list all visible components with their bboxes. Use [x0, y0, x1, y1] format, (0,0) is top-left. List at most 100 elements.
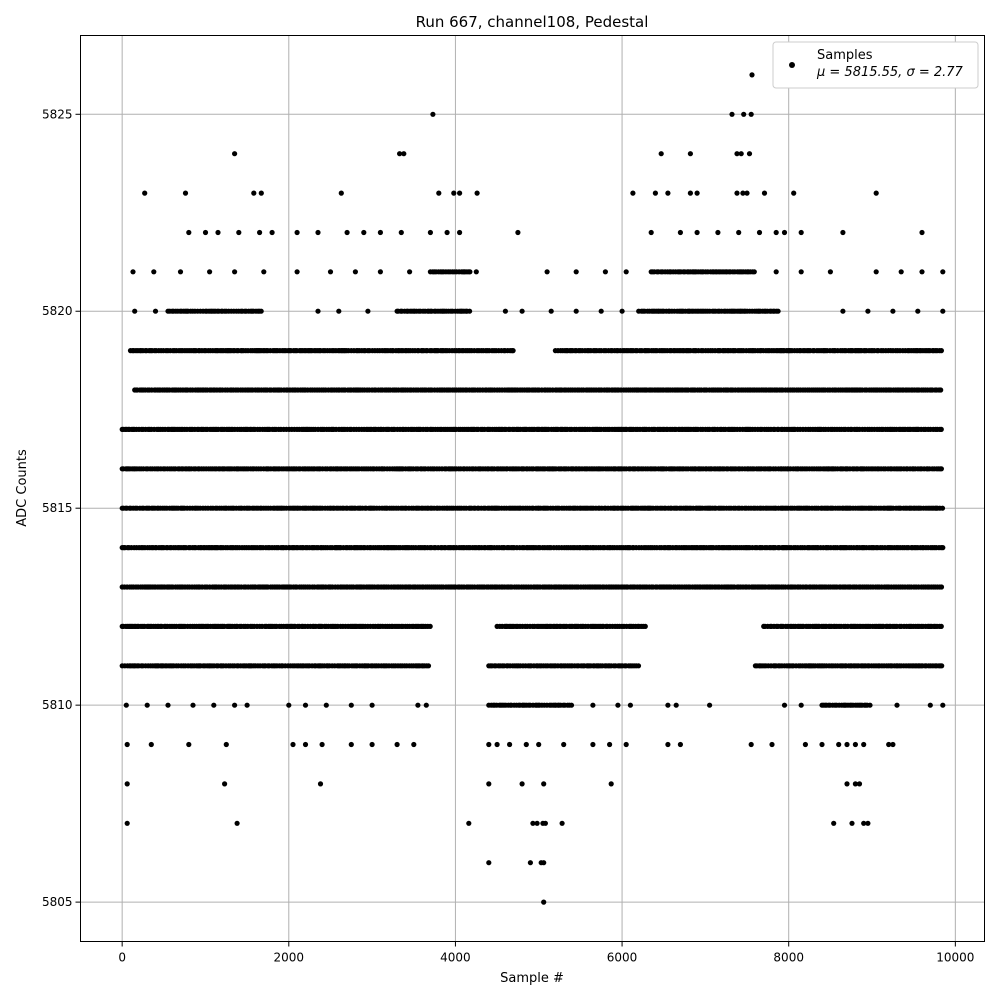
sample-point: [286, 702, 292, 708]
sample-point: [687, 190, 694, 196]
sample-point: [394, 741, 400, 748]
sample-point: [132, 308, 138, 314]
sample-point: [865, 308, 871, 314]
sample-point: [927, 702, 933, 708]
sample-point: [486, 741, 492, 748]
y-tick-label: 5825: [42, 107, 73, 121]
sample-point: [494, 741, 500, 748]
x-tick-label: 0: [118, 951, 126, 965]
sample-point: [541, 860, 547, 866]
sample-point: [894, 702, 900, 708]
sample-point: [781, 702, 788, 708]
sample-point: [338, 190, 344, 196]
sample-point: [327, 269, 334, 275]
sample-point: [186, 741, 192, 748]
y-tick-label: 5805: [42, 895, 73, 909]
sample-point: [615, 702, 621, 708]
sample-point: [665, 190, 671, 196]
sample-point: [648, 229, 654, 236]
sample-point: [177, 269, 184, 275]
sample-point: [302, 741, 309, 748]
sample-point: [369, 741, 375, 748]
sample-point: [568, 702, 575, 708]
sample-point: [415, 702, 421, 708]
sample-point: [348, 702, 354, 708]
sample-point: [294, 229, 300, 236]
sample-point: [738, 151, 744, 157]
sample-point: [665, 702, 671, 708]
sample-point: [165, 702, 171, 708]
x-tick-label: 6000: [607, 951, 638, 965]
sample-point: [751, 269, 757, 275]
sample-point: [223, 741, 229, 748]
sample-point: [940, 702, 946, 708]
sample-point: [269, 229, 275, 236]
sample-point: [602, 269, 609, 275]
sample-point: [319, 741, 325, 748]
sample-point: [257, 229, 263, 236]
data-points: [119, 72, 946, 905]
sample-point: [302, 702, 309, 708]
sample-point: [642, 623, 648, 630]
y-tick-label: 5820: [42, 304, 73, 318]
sample-point: [361, 229, 367, 236]
sample-point: [938, 426, 944, 432]
sample-point: [451, 190, 457, 196]
y-tick-label: 5810: [42, 698, 73, 712]
sample-point: [590, 702, 596, 708]
sample-point: [523, 741, 529, 748]
sample-point: [915, 308, 921, 314]
x-tick-label: 10000: [936, 951, 974, 965]
y-axis-label: ADC Counts: [15, 449, 30, 527]
sample-point: [251, 190, 257, 196]
sample-point: [407, 269, 413, 275]
x-tick-label: 8000: [773, 951, 804, 965]
sample-point: [890, 741, 896, 748]
sample-point: [541, 781, 547, 787]
sample-point: [466, 820, 472, 826]
sample-point: [510, 348, 516, 354]
sample-point: [746, 151, 753, 157]
sample-point: [802, 741, 809, 748]
sample-point: [559, 820, 565, 826]
sample-point: [290, 741, 296, 748]
sample-point: [369, 702, 375, 708]
sample-point: [294, 269, 300, 275]
sample-point: [890, 308, 896, 314]
sample-point: [836, 741, 842, 748]
sample-point: [398, 229, 404, 236]
sample-point: [748, 741, 754, 748]
sample-point: [534, 820, 540, 826]
sample-point: [236, 229, 242, 236]
sample-point: [365, 308, 371, 314]
sample-point: [222, 781, 228, 787]
sample-point: [867, 702, 873, 708]
sample-point: [886, 741, 892, 748]
sample-point: [844, 741, 850, 748]
legend-marker: [789, 62, 795, 68]
sample-point: [741, 111, 747, 117]
sample-point: [215, 229, 221, 236]
sample-point: [315, 308, 321, 314]
sample-point: [831, 820, 837, 826]
sample-point: [536, 741, 542, 748]
sample-point: [130, 269, 136, 275]
sample-point: [323, 702, 329, 708]
sample-point: [665, 741, 671, 748]
sample-point: [938, 466, 945, 472]
sample-point: [486, 781, 492, 787]
sample-point: [148, 741, 154, 748]
sample-point: [635, 663, 642, 669]
sample-point: [919, 229, 925, 236]
sample-point: [707, 702, 713, 708]
sample-point: [619, 308, 625, 314]
sample-point: [377, 269, 383, 275]
sample-point: [775, 308, 781, 314]
sample-point: [729, 111, 735, 117]
sample-point: [151, 269, 157, 275]
sample-point: [315, 229, 321, 236]
sample-point: [427, 229, 433, 236]
sample-point: [627, 702, 634, 708]
sample-point: [515, 229, 521, 236]
